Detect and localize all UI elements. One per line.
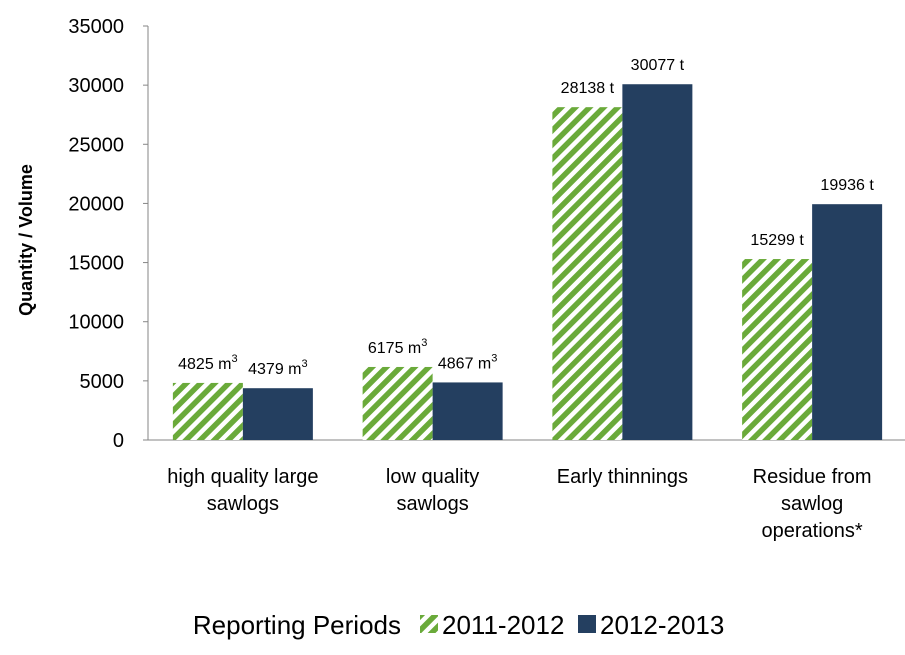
y-tick-label: 30000 [68, 75, 124, 97]
legend-title: Reporting Periods [193, 610, 401, 640]
category-label: low quality sawlogs [386, 466, 479, 515]
data-label: 4825 m3 [178, 353, 238, 373]
axes: 0 5000 10000 15000 20000 25000 30000 35000 [68, 16, 905, 452]
data-label: 30077 t [631, 57, 685, 74]
y-tick-label: 20000 [68, 193, 124, 215]
bar-2011-2012 [742, 259, 813, 440]
bar-2012-2013 [812, 204, 883, 440]
y-tick-label: 35000 [68, 16, 124, 38]
category-label: high quality large sawlogs [167, 466, 318, 515]
bar-2011-2012 [172, 382, 243, 440]
legend-swatch-2011-2012 [420, 615, 438, 633]
data-label: 4867 m3 [438, 352, 498, 372]
category-label: Early thinnings [557, 466, 688, 488]
data-label: 6175 m3 [368, 337, 428, 357]
data-label: 19936 t [820, 177, 874, 194]
data-labels: 4825 m3 4379 m3 6175 m3 4867 m3 28138 t 30077… [178, 57, 874, 378]
legend: Reporting Periods 2011-2012 2012-2013 [193, 610, 724, 640]
data-label: 28138 t [561, 80, 615, 97]
bars [172, 84, 883, 440]
y-tick-label: 25000 [68, 134, 124, 156]
bar-2012-2013 [432, 382, 503, 440]
bar-2012-2013 [242, 388, 313, 440]
bar-2011-2012 [552, 107, 623, 440]
y-tick-label: 5000 [80, 371, 125, 393]
y-axis-title: Quantity / Volume [16, 164, 36, 316]
y-tick-label: 15000 [68, 253, 124, 275]
y-tick-label: 10000 [68, 312, 124, 334]
y-tick-label: 0 [113, 430, 124, 452]
legend-label-2011-2012: 2011-2012 [442, 610, 564, 640]
bar-2012-2013 [622, 84, 693, 440]
category-labels: high quality large sawlogs low quality sawl… [167, 466, 871, 542]
legend-label-2012-2013: 2012-2013 [600, 610, 724, 640]
data-label: 15299 t [750, 232, 804, 249]
category-label: Residue from sawlog operations* [753, 466, 872, 542]
data-label: 4379 m3 [248, 358, 308, 378]
legend-swatch-2012-2013 [578, 615, 596, 633]
bar-2011-2012 [362, 366, 433, 440]
